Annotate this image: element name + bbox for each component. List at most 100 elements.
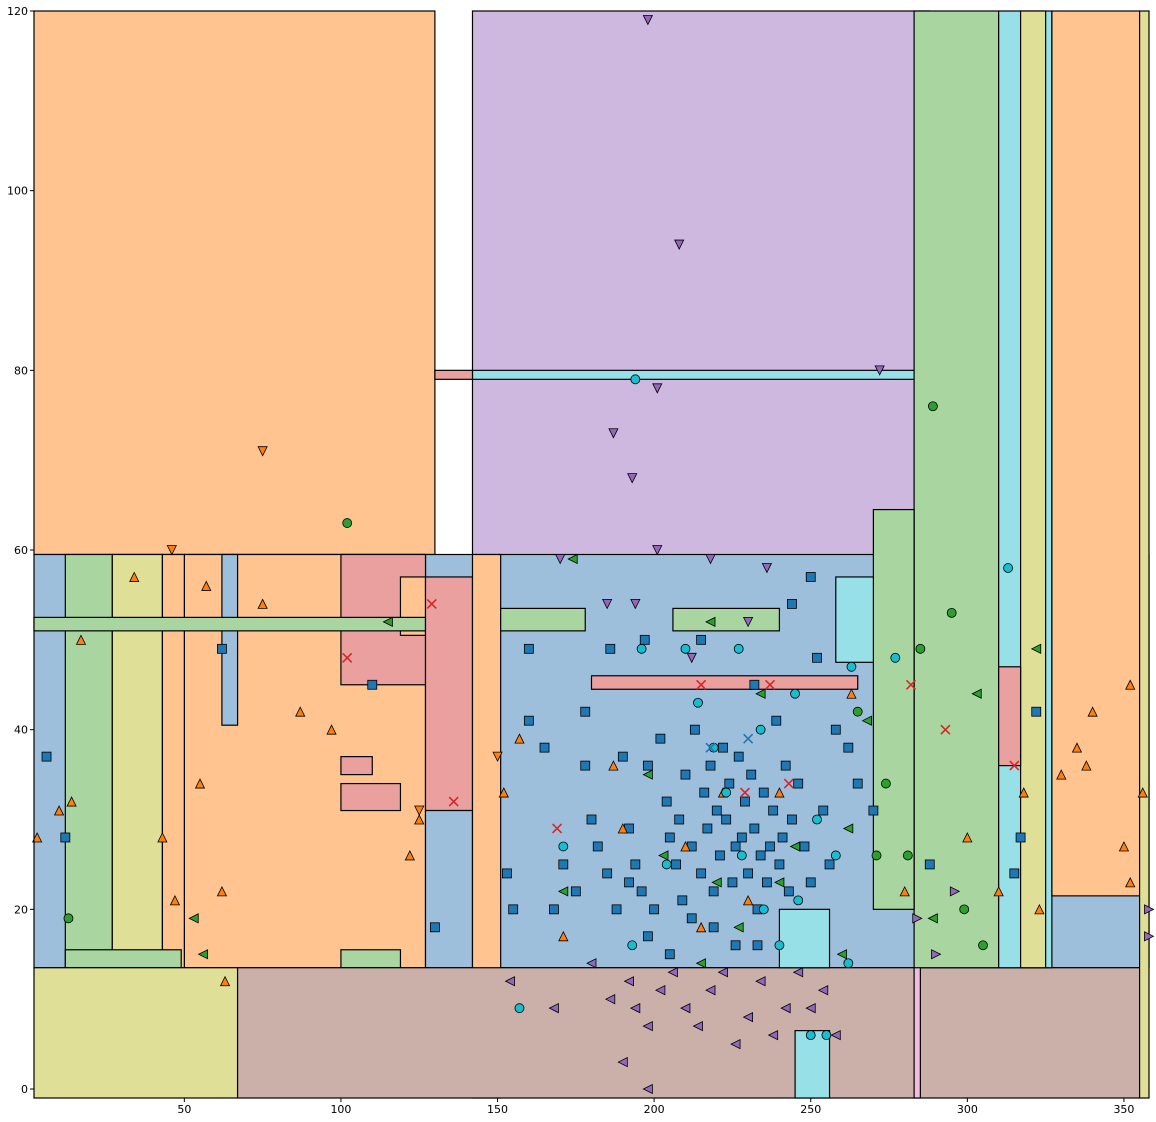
point-0-35 <box>699 787 710 798</box>
point-9-11 <box>717 967 728 978</box>
point-10-2 <box>949 886 961 897</box>
point-8-13 <box>1030 643 1042 654</box>
point-1-8 <box>201 580 212 591</box>
point-0-48 <box>740 796 750 807</box>
point-3-9 <box>959 904 970 915</box>
point-4-17 <box>680 643 691 654</box>
point-1-38 <box>1125 679 1136 690</box>
point-0-47 <box>736 832 747 843</box>
point-1-13 <box>326 724 337 735</box>
point-8-19 <box>695 958 707 969</box>
point-8-15 <box>836 949 847 960</box>
y-tick-label-0: 0 <box>21 1083 28 1096</box>
point-1-2 <box>66 796 77 807</box>
point-8-3 <box>197 949 209 960</box>
point-4-4 <box>721 787 732 798</box>
point-0-42 <box>721 814 732 825</box>
point-0-7 <box>523 643 534 654</box>
point-10-4 <box>1144 931 1155 942</box>
point-3-0 <box>342 518 353 528</box>
point-3-3 <box>63 913 74 924</box>
region-red-10 <box>340 756 373 776</box>
point-2-1 <box>257 446 268 457</box>
point-1-11 <box>257 598 268 609</box>
point-8-9 <box>755 688 766 699</box>
point-0-77 <box>1031 706 1042 717</box>
point-0-72 <box>852 778 863 789</box>
point-9-7 <box>667 967 678 978</box>
point-4-15 <box>627 940 638 951</box>
point-0-5 <box>502 868 512 879</box>
point-0-8 <box>523 715 534 726</box>
point-5-2 <box>448 796 459 807</box>
point-9-9 <box>692 1020 703 1032</box>
point-5-5 <box>764 679 776 690</box>
region-red-11 <box>340 782 402 812</box>
region-green-29 <box>872 508 915 910</box>
point-9-1 <box>548 1003 559 1014</box>
point-4-22 <box>890 652 901 663</box>
point-8-7 <box>658 850 669 861</box>
region-red-31 <box>590 675 859 690</box>
region-cyan-22 <box>471 369 931 380</box>
point-7-0 <box>642 15 654 26</box>
point-0-36 <box>702 823 713 834</box>
point-5-10 <box>1009 760 1020 771</box>
y-tick-label-4: 80 <box>14 364 28 377</box>
point-8-11 <box>861 715 873 726</box>
point-0-59 <box>774 859 785 870</box>
point-1-30 <box>1018 787 1029 798</box>
point-0-23 <box>642 760 653 771</box>
point-0-31 <box>680 769 691 780</box>
point-0-22 <box>636 886 647 897</box>
point-9-18 <box>805 1003 816 1014</box>
point-0-30 <box>677 895 688 906</box>
point-4-20 <box>790 688 800 699</box>
point-0-3 <box>367 679 378 690</box>
point-0-65 <box>799 841 810 852</box>
region-brown-19 <box>236 967 1141 1099</box>
region-orange-1 <box>33 10 436 556</box>
point-0-4 <box>429 922 440 933</box>
point-1-32 <box>1056 769 1067 780</box>
point-0-66 <box>805 877 816 888</box>
point-0-6 <box>508 904 519 915</box>
region-olive-4 <box>111 553 164 969</box>
point-0-28 <box>671 859 681 870</box>
point-0-83 <box>605 643 616 654</box>
point-2-0 <box>166 545 177 556</box>
point-0-75 <box>1009 868 1020 879</box>
point-8-18 <box>733 922 744 933</box>
point-9-0 <box>504 976 515 987</box>
point-1-26 <box>846 688 857 699</box>
point-4-18 <box>733 643 744 654</box>
point-0-67 <box>812 652 822 663</box>
point-0-81 <box>696 634 707 645</box>
point-4-1 <box>636 643 647 654</box>
point-1-25 <box>774 787 785 798</box>
point-0-10 <box>549 904 559 915</box>
point-7-12 <box>742 616 754 628</box>
x-tick-label-6: 350 <box>1113 1103 1134 1116</box>
point-0-46 <box>733 751 744 762</box>
point-8-1 <box>567 553 578 565</box>
point-3-4 <box>852 706 863 717</box>
point-0-62 <box>783 886 794 897</box>
point-0-12 <box>570 886 581 897</box>
point-0-89 <box>730 940 741 951</box>
point-9-2 <box>604 994 616 1005</box>
point-1-4 <box>129 571 140 582</box>
point-9-12 <box>730 1038 741 1050</box>
point-4-0 <box>630 374 641 385</box>
point-0-27 <box>664 832 675 843</box>
region-red-23 <box>434 369 474 380</box>
point-10-3 <box>1144 904 1155 915</box>
region-cyan-32 <box>778 908 831 969</box>
point-0-84 <box>624 877 634 888</box>
point-7-13 <box>686 652 697 664</box>
region-green-13 <box>340 949 402 969</box>
point-4-9 <box>812 814 822 825</box>
point-7-2 <box>652 383 663 394</box>
point-1-17 <box>514 733 525 744</box>
point-4-16 <box>661 859 672 870</box>
